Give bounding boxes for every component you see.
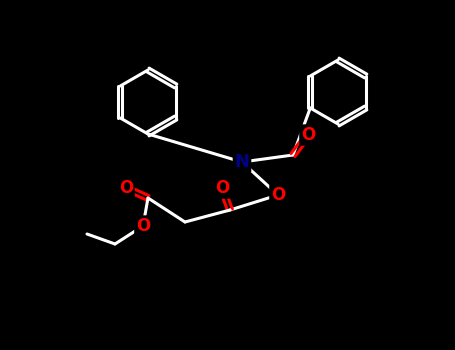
Text: N: N [234, 153, 249, 171]
Text: O: O [271, 186, 285, 204]
Text: O: O [215, 179, 229, 197]
Text: O: O [301, 126, 315, 144]
Text: O: O [136, 217, 150, 235]
Text: O: O [119, 179, 133, 197]
